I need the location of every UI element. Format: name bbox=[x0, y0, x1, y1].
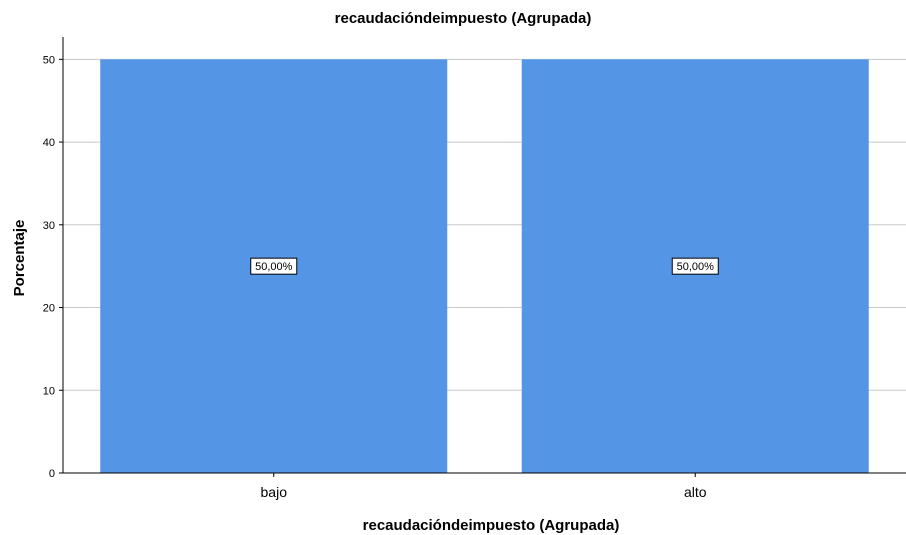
x-tick-labels: bajo alto bbox=[261, 484, 707, 500]
data-label-bajo: 50,00% bbox=[255, 261, 293, 273]
y-tick-label: 30 bbox=[43, 220, 55, 232]
y-tick-label: 20 bbox=[43, 303, 55, 315]
y-axis-label: Porcentaje bbox=[11, 220, 28, 297]
x-tick-label-bajo: bajo bbox=[261, 484, 288, 500]
axes bbox=[59, 37, 906, 477]
y-tick-label: 0 bbox=[49, 468, 55, 480]
data-label-box bbox=[250, 257, 298, 275]
bars bbox=[100, 59, 869, 473]
y-tick-label: 10 bbox=[43, 385, 55, 397]
x-tick-label-alto: alto bbox=[684, 484, 707, 500]
x-axis-label: recaudacióndeimpuesto (Agrupada) bbox=[363, 517, 620, 534]
y-tick-label: 50 bbox=[43, 54, 55, 66]
data-label-alto: 50,00% bbox=[677, 261, 715, 273]
y-tick-label: 40 bbox=[43, 137, 55, 149]
chart-title: recaudacióndeimpuesto (Agrupada) bbox=[335, 10, 592, 27]
data-labels: 50,00% 50,00% bbox=[250, 257, 719, 275]
y-tick-labels: 0 10 20 30 40 50 bbox=[43, 54, 55, 480]
data-label-box bbox=[671, 257, 719, 275]
